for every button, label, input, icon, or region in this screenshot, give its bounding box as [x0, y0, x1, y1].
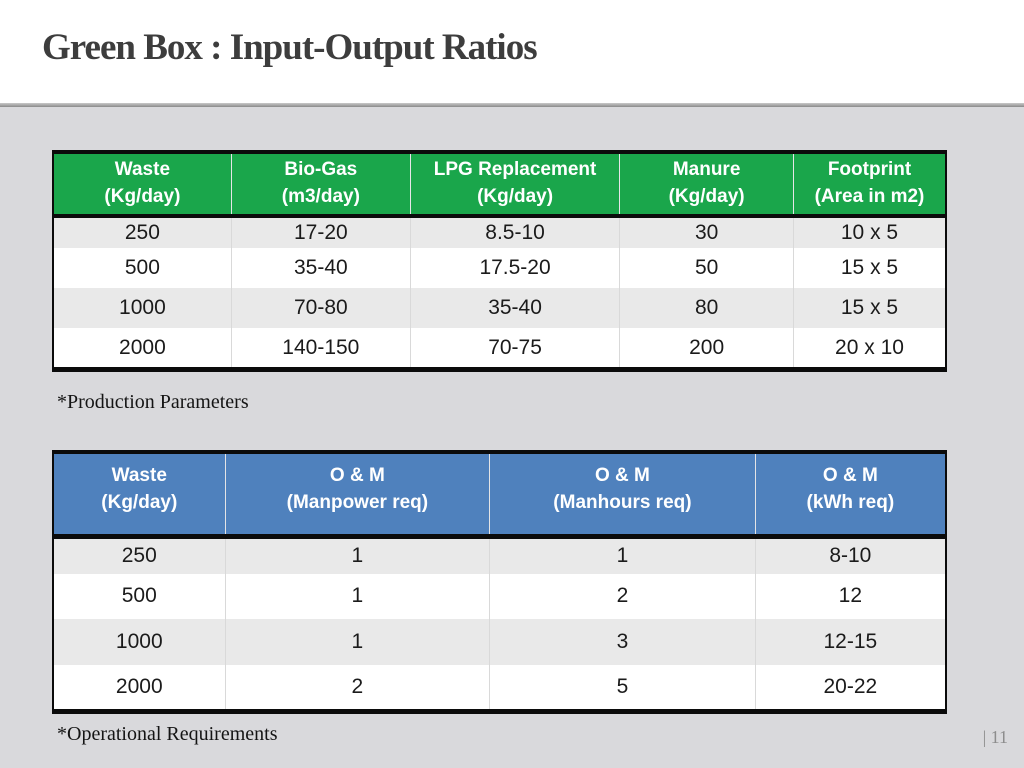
table-row: 500 1 2 12 [54, 573, 945, 619]
table-cell: 200 [619, 328, 794, 367]
production-table-caption: *Production Parameters [57, 391, 249, 413]
column-header-line: O & M [595, 465, 650, 487]
column-header: Bio-Gas (m3/day) [230, 154, 411, 218]
table-row: 250 1 1 8-10 [54, 536, 945, 574]
table-row: 2000 140-150 70-75 200 20 x 10 [54, 328, 945, 367]
table-row: 1000 1 3 12-15 [54, 618, 945, 665]
column-header-line: (Kg/day) [477, 186, 554, 207]
column-header-line: Footprint [827, 159, 912, 181]
column-header: Footprint (Area in m2) [792, 154, 945, 218]
table-row: 2000 2 5 20-22 [54, 664, 945, 709]
operational-table-caption: *Operational Requirements [57, 723, 278, 745]
column-header: O & M (kWh req) [754, 454, 945, 539]
table-cell: 140-150 [230, 328, 411, 367]
table-cell: 8.5-10 [409, 216, 620, 248]
column-header-line: (Kg/day) [104, 186, 181, 207]
table-header-row: Waste (Kg/day) O & M (Manpower req) O & … [54, 454, 945, 539]
column-header-line: O & M [822, 465, 878, 487]
operational-requirements-table: Waste (Kg/day) O & M (Manpower req) O & … [52, 450, 947, 714]
table-cell: 12 [754, 573, 945, 619]
table-cell: 35-40 [409, 288, 620, 328]
table-cell: 2000 [54, 328, 232, 367]
table-row: 250 17-20 8.5-10 30 10 x 5 [54, 216, 945, 248]
table-cell: 5 [489, 664, 756, 709]
table-cell: 12-15 [754, 618, 945, 665]
table-cell: 1000 [54, 618, 226, 665]
column-header: Waste (Kg/day) [54, 454, 226, 539]
table-cell: 70-75 [409, 328, 620, 367]
table-cell: 500 [54, 248, 232, 288]
table-cell: 30 [619, 216, 794, 248]
column-header-line: Waste [111, 465, 167, 487]
table-cell: 35-40 [230, 248, 411, 288]
column-header: Manure (Kg/day) [619, 154, 794, 218]
table-cell: 8-10 [754, 536, 945, 574]
column-header-line: (Area in m2) [814, 186, 925, 207]
table-row: 1000 70-80 35-40 80 15 x 5 [54, 288, 945, 328]
column-header: Waste (Kg/day) [54, 154, 232, 218]
table-cell: 20 x 10 [792, 328, 945, 367]
title-divider [0, 103, 1024, 107]
table-cell: 2 [224, 664, 490, 709]
column-header-line: LPG Replacement [433, 159, 597, 181]
table-cell: 1 [224, 536, 490, 574]
table-cell: 20-22 [754, 664, 945, 709]
page-title: Green Box : Input-Output Ratios [42, 27, 538, 68]
table-cell: 15 x 5 [792, 288, 945, 328]
table-cell: 1 [224, 573, 490, 619]
table-cell: 50 [619, 248, 794, 288]
table-cell: 70-80 [230, 288, 411, 328]
column-header-line: (Kg/day) [101, 492, 178, 513]
table-cell: 1000 [54, 288, 232, 328]
table-cell: 250 [54, 216, 232, 248]
table-cell: 80 [619, 288, 794, 328]
table-cell: 17.5-20 [409, 248, 620, 288]
column-header: O & M (Manhours req) [489, 454, 756, 539]
table-cell: 10 x 5 [792, 216, 945, 248]
table-cell: 2000 [54, 664, 226, 709]
column-header-line: Bio-Gas [284, 159, 358, 181]
table-cell: 2 [489, 573, 756, 619]
column-header-line: Manure [672, 159, 741, 181]
table-cell: 500 [54, 573, 226, 619]
column-header-line: (Manhours req) [553, 492, 692, 513]
page-number: | 11 [982, 727, 1008, 747]
title-bar: Green Box : Input-Output Ratios [0, 0, 1024, 104]
column-header: O & M (Manpower req) [224, 454, 490, 539]
table-cell: 3 [489, 618, 756, 665]
column-header-line: O & M [329, 465, 385, 487]
production-parameters-table: Waste (Kg/day) Bio-Gas (m3/day) LPG Repl… [52, 150, 947, 372]
table-row: 500 35-40 17.5-20 50 15 x 5 [54, 248, 945, 288]
column-header-line: Waste [114, 159, 171, 181]
table-cell: 250 [54, 536, 226, 574]
table-cell: 1 [489, 536, 756, 574]
table-cell: 15 x 5 [792, 248, 945, 288]
table-cell: 1 [224, 618, 490, 665]
column-header-line: (Manpower req) [286, 492, 429, 513]
column-header: LPG Replacement (Kg/day) [409, 154, 620, 218]
column-header-line: (kWh req) [806, 492, 895, 513]
table-header-row: Waste (Kg/day) Bio-Gas (m3/day) LPG Repl… [54, 154, 945, 218]
column-header-line: (m3/day) [281, 186, 360, 207]
table-cell: 17-20 [230, 216, 411, 248]
column-header-line: (Kg/day) [668, 186, 745, 207]
